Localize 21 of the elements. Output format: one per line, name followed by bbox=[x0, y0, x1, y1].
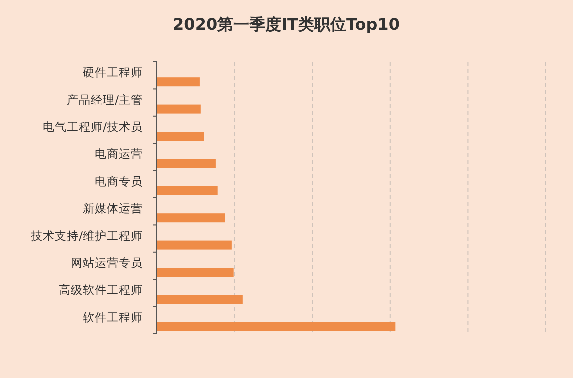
y-tick-label: 高级软件工程师 bbox=[59, 283, 143, 298]
bar bbox=[157, 295, 243, 304]
y-tick-label: 网站运营专员 bbox=[71, 256, 143, 270]
chart-title: 2020第一季度IT类职位Top10 bbox=[173, 15, 400, 34]
bar bbox=[157, 186, 218, 196]
y-tick-label: 产品经理/主管 bbox=[67, 92, 143, 107]
y-tick-label: 软件工程师 bbox=[83, 310, 143, 324]
bar bbox=[157, 214, 226, 223]
y-tick-label: 技术支持/维护工程师 bbox=[30, 228, 143, 243]
bar bbox=[157, 78, 200, 87]
bar bbox=[157, 104, 201, 114]
bar bbox=[157, 268, 234, 277]
y-tick-label: 电气工程师/技术员 bbox=[43, 120, 143, 134]
bar bbox=[157, 240, 232, 250]
y-tick-label: 电商运营 bbox=[95, 147, 143, 162]
y-tick-label: 电商专员 bbox=[95, 174, 143, 188]
bar bbox=[157, 322, 396, 332]
y-tick-label: 新媒体运营 bbox=[83, 202, 143, 216]
y-tick-label: 硬件工程师 bbox=[83, 66, 143, 80]
bar bbox=[157, 159, 216, 168]
bar bbox=[157, 132, 204, 141]
